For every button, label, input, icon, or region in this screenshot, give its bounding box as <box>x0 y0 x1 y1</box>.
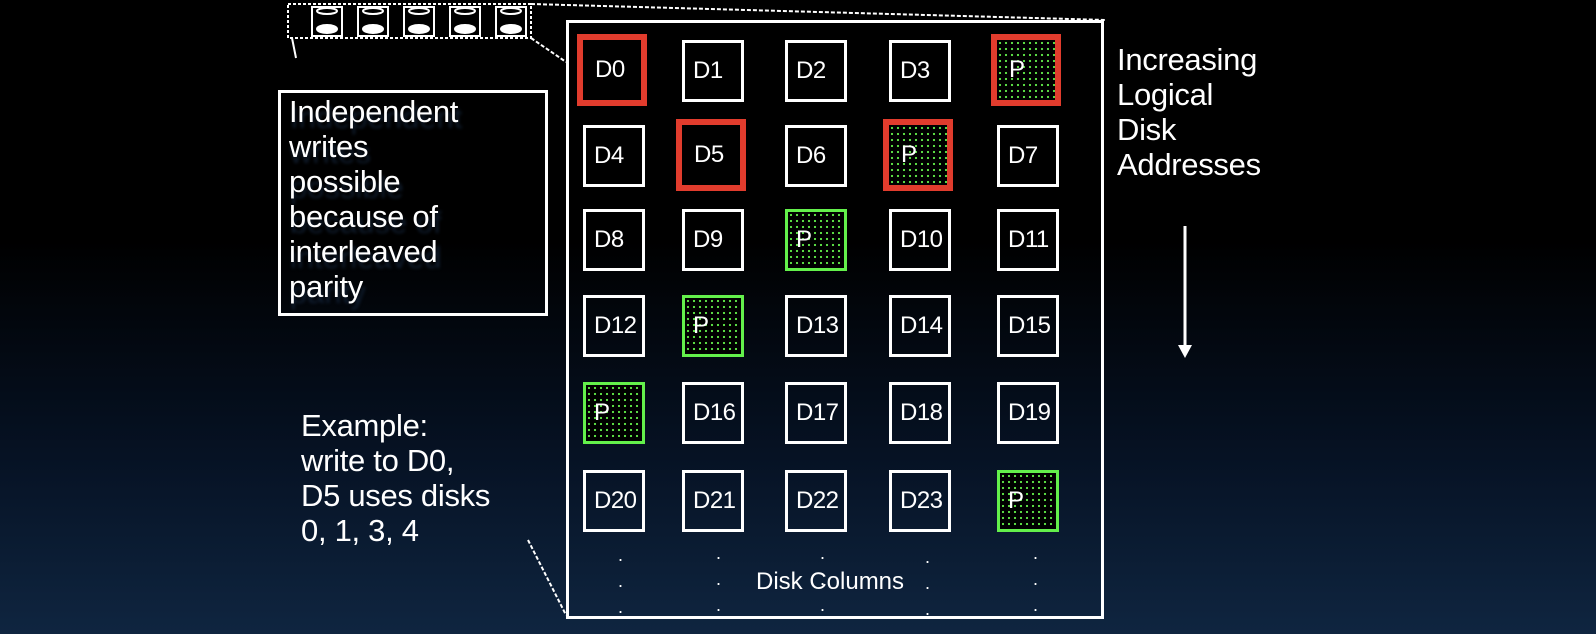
data-block: D12 <box>583 295 645 357</box>
down-arrow-icon <box>1178 226 1192 358</box>
axis-title: Increasing Logical Disk Addresses <box>1117 42 1261 182</box>
data-block: D20 <box>583 470 645 532</box>
data-block: D2 <box>785 40 847 102</box>
parity-block: P <box>883 119 953 191</box>
column-continuation-dots: . . . <box>716 543 722 615</box>
data-block: D21 <box>682 470 744 532</box>
data-block: D19 <box>997 382 1059 444</box>
data-block: D18 <box>889 382 951 444</box>
data-block: D1 <box>682 40 744 102</box>
data-block: D15 <box>997 295 1059 357</box>
data-block: D17 <box>785 382 847 444</box>
data-block: D10 <box>889 209 951 271</box>
data-block: D23 <box>889 470 951 532</box>
data-block: D16 <box>682 382 744 444</box>
data-block: D5 <box>676 119 746 191</box>
data-block: D6 <box>785 125 847 187</box>
data-block: D0 <box>577 34 647 106</box>
column-continuation-dots: . . . <box>820 543 826 615</box>
data-block: D14 <box>889 295 951 357</box>
note-text: Independent writes possible because of i… <box>289 94 459 304</box>
data-block: D7 <box>997 125 1059 187</box>
parity-block: P <box>682 295 744 357</box>
column-continuation-dots: . . . <box>1033 543 1039 615</box>
data-block: D9 <box>682 209 744 271</box>
parity-block: P <box>997 470 1059 532</box>
column-continuation-dots: . . . <box>925 547 931 619</box>
data-block: D13 <box>785 295 847 357</box>
data-block: D3 <box>889 40 951 102</box>
example-text: Example: write to D0, D5 uses disks 0, 1… <box>301 408 491 548</box>
disk-array-icon <box>287 3 532 59</box>
data-block: D8 <box>583 209 645 271</box>
column-continuation-dots: . . . <box>618 545 624 617</box>
parity-block: P <box>785 209 847 271</box>
note-shadow-text: Independent writes possible because of i… <box>290 100 463 310</box>
disk-grid-frame <box>566 20 1104 619</box>
data-block: D22 <box>785 470 847 532</box>
data-block: D11 <box>997 209 1059 271</box>
parity-block: P <box>991 34 1061 106</box>
note-box <box>278 90 548 316</box>
disk-columns-label: Disk Columns <box>756 568 905 595</box>
data-block: D4 <box>583 125 645 187</box>
parity-block: P <box>583 382 645 444</box>
